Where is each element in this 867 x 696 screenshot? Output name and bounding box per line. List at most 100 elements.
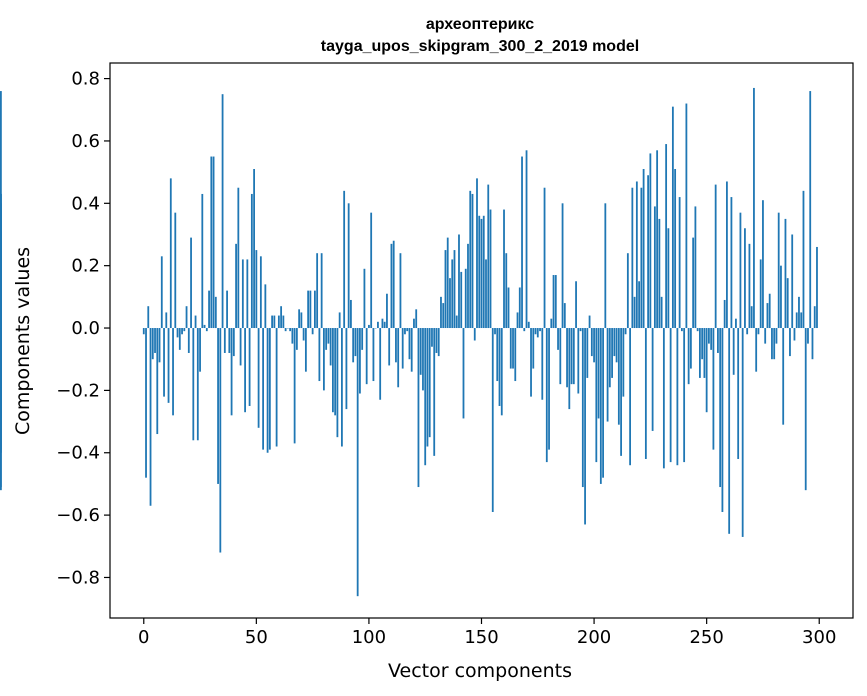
bar-224 bbox=[647, 175, 650, 329]
bar-151 bbox=[482, 215, 485, 329]
bar-279 bbox=[771, 328, 773, 360]
bar-246 bbox=[696, 328, 699, 332]
bar-240 bbox=[683, 328, 686, 463]
bar-204 bbox=[602, 328, 604, 478]
bar-15 bbox=[176, 328, 179, 338]
bar-134 bbox=[444, 250, 447, 329]
bar-287 bbox=[789, 328, 791, 357]
x-tick-label: 250 bbox=[689, 627, 723, 648]
bar-118 bbox=[408, 328, 411, 360]
bar-236 bbox=[674, 169, 677, 329]
bar-108 bbox=[386, 293, 388, 329]
bar-16 bbox=[178, 328, 181, 350]
bar-281 bbox=[775, 328, 778, 344]
bar-271 bbox=[753, 87, 755, 329]
chart-title: археоптерикс bbox=[426, 16, 534, 33]
y-tick-label: 0.6 bbox=[71, 131, 100, 152]
bars-group bbox=[0, 87, 818, 597]
bar-35 bbox=[221, 94, 224, 329]
bar-30 bbox=[210, 156, 213, 329]
bar-12 bbox=[169, 178, 172, 329]
y-tick-label: 0.2 bbox=[71, 256, 100, 277]
bar-31 bbox=[212, 156, 215, 329]
bar-43 bbox=[239, 328, 242, 366]
bar-247 bbox=[698, 328, 701, 378]
bar-182 bbox=[552, 275, 555, 329]
bar-98 bbox=[363, 268, 366, 329]
bar-289 bbox=[793, 328, 796, 341]
bar-254 bbox=[714, 184, 717, 329]
bar-96 bbox=[359, 328, 361, 394]
bar-28 bbox=[205, 328, 208, 332]
bar-114 bbox=[399, 253, 402, 329]
bar-14 bbox=[174, 212, 177, 329]
bar-69 bbox=[298, 309, 301, 329]
bar-276 bbox=[764, 328, 767, 344]
bar-220 bbox=[638, 281, 641, 329]
bar-50 bbox=[255, 250, 258, 329]
bar-189 bbox=[568, 328, 571, 410]
bar-278 bbox=[768, 293, 771, 329]
bar-177 bbox=[541, 328, 544, 400]
bar-243 bbox=[689, 328, 692, 369]
bar-197 bbox=[586, 328, 589, 378]
bar-17 bbox=[181, 328, 183, 335]
bar-110 bbox=[390, 243, 393, 329]
bar-126 bbox=[426, 328, 429, 447]
bar-21 bbox=[190, 237, 192, 329]
bar-187 bbox=[563, 303, 566, 329]
bar-53 bbox=[262, 328, 265, 450]
bar-104 bbox=[377, 321, 379, 329]
bar-232 bbox=[665, 144, 668, 329]
bar-128 bbox=[431, 328, 433, 347]
bar-183 bbox=[554, 275, 557, 329]
bar-299 bbox=[816, 246, 818, 329]
bar-259 bbox=[726, 181, 728, 329]
bar-175 bbox=[536, 328, 539, 338]
bar-105 bbox=[379, 328, 382, 400]
x-axis-ticks: 0 50 100 150 200 250 300 bbox=[138, 618, 836, 648]
bar-263 bbox=[735, 318, 737, 329]
bar-33 bbox=[217, 328, 219, 484]
bar-42 bbox=[237, 187, 240, 329]
bar-113 bbox=[397, 328, 400, 388]
bar-219 bbox=[635, 181, 638, 329]
bar-88 bbox=[341, 328, 343, 447]
bar-117 bbox=[406, 328, 409, 332]
bar-226 bbox=[651, 328, 654, 431]
bar-270 bbox=[750, 306, 753, 329]
bar-136 bbox=[449, 278, 451, 329]
bar-215 bbox=[626, 253, 629, 329]
bar-185 bbox=[559, 328, 562, 385]
bar-23 bbox=[194, 315, 197, 329]
bar-159 bbox=[500, 328, 503, 416]
bar-171 bbox=[527, 321, 530, 329]
bar-206 bbox=[606, 328, 609, 422]
x-tick-label: 200 bbox=[577, 627, 611, 648]
bar-115 bbox=[401, 328, 404, 369]
bar-272 bbox=[755, 328, 758, 372]
bar-120 bbox=[413, 318, 415, 329]
bar-152 bbox=[485, 259, 487, 329]
bar-295 bbox=[807, 328, 809, 344]
bar-205 bbox=[604, 203, 607, 329]
bar-76 bbox=[313, 290, 316, 329]
bar-207 bbox=[608, 328, 611, 388]
y-axis-label: Components values bbox=[12, 247, 34, 435]
bar-101 bbox=[370, 212, 373, 329]
bar-48 bbox=[250, 193, 253, 329]
bar-119 bbox=[410, 328, 413, 372]
bar-82 bbox=[327, 328, 330, 344]
bar-132 bbox=[440, 296, 442, 329]
bar-296 bbox=[809, 91, 812, 329]
bar-255 bbox=[717, 328, 719, 353]
bar-265 bbox=[739, 212, 742, 329]
bar-92 bbox=[350, 299, 352, 329]
bar-83 bbox=[329, 328, 332, 366]
bar-231 bbox=[662, 328, 665, 469]
bar-235 bbox=[671, 106, 674, 329]
bar-200 bbox=[593, 328, 595, 363]
bar-44 bbox=[241, 259, 244, 329]
bar-229 bbox=[658, 218, 661, 329]
bar-80 bbox=[322, 328, 325, 391]
